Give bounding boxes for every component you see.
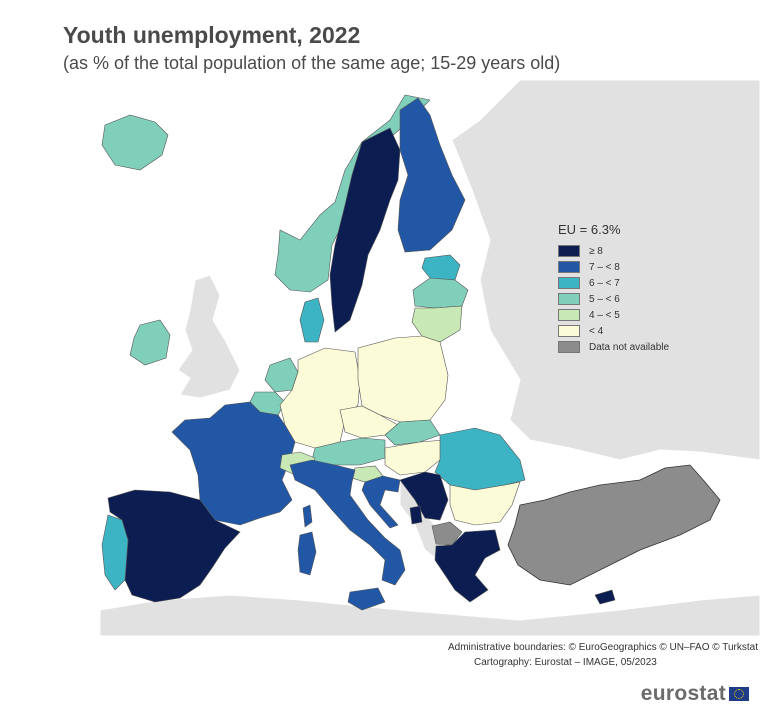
legend-item: 4 – < 5 (558, 307, 669, 323)
russia-east-land (451, 80, 760, 461)
north-macedonia (431, 521, 463, 546)
legend-swatch (558, 277, 580, 289)
legend-label: 5 – < 6 (589, 293, 620, 305)
map-subtitle: (as % of the total population of the sam… (63, 53, 561, 73)
bulgaria (449, 481, 521, 526)
hungary (384, 439, 446, 476)
legend-swatch (558, 293, 580, 305)
logo-text: eurostat (640, 682, 726, 705)
eurostat-logo: eurostat (641, 682, 749, 706)
legend-item: 7 – < 8 (558, 259, 669, 275)
legend-label: ≥ 8 (589, 245, 603, 257)
greece (434, 529, 501, 603)
poland (357, 335, 449, 423)
eu-flag-icon (729, 687, 749, 701)
legend-swatch (558, 245, 580, 257)
iceland (101, 114, 169, 171)
latvia (412, 277, 469, 309)
europe-map (100, 80, 760, 636)
legend-label: 6 – < 7 (589, 277, 620, 289)
turkey (507, 464, 721, 586)
legend-label: < 4 (589, 325, 604, 337)
legend-swatch (558, 261, 580, 273)
cyprus (594, 589, 616, 605)
credits-boundaries: Administrative boundaries: © EuroGeograp… (447, 642, 758, 653)
france (171, 401, 296, 526)
north-africa-land (100, 594, 760, 636)
legend-swatch (558, 309, 580, 321)
legend-item: 6 – < 7 (558, 275, 669, 291)
serbia (399, 471, 449, 521)
legend-label: Data not available (589, 341, 670, 353)
legend-item: Data not available (558, 339, 669, 355)
map-title: Youth unemployment, 2022 (63, 22, 361, 48)
croatia (361, 475, 401, 529)
sweden (329, 127, 401, 333)
legend-item: ≥ 8 (558, 243, 669, 259)
legend-swatch (558, 341, 580, 353)
credits: Administrative boundaries: © EuroGeograp… (448, 640, 758, 670)
legend-label: 7 – < 8 (589, 261, 620, 273)
legend-swatch (558, 325, 580, 337)
ireland (129, 319, 171, 366)
portugal (101, 514, 129, 591)
corsica (302, 504, 313, 528)
legend-title: EU = 6.3% (558, 222, 621, 237)
legend-item: 5 – < 6 (558, 291, 669, 307)
lithuania (411, 305, 463, 343)
credits-cartography: Cartography: Eurostat – IMAGE, 05/2023 (473, 657, 657, 668)
montenegro (409, 505, 423, 525)
finland (397, 97, 466, 253)
map-area (100, 80, 760, 636)
uk-land (177, 274, 241, 399)
legend-item: < 4 (558, 323, 669, 339)
denmark (299, 297, 325, 343)
sardinia (297, 531, 317, 576)
italy (289, 459, 406, 586)
legend: EU = 6.3% ≥ 8 7 – < 8 6 – < 7 5 – < 6 4 … (558, 222, 669, 355)
legend-label: 4 – < 5 (589, 309, 620, 321)
sicily (347, 587, 386, 611)
